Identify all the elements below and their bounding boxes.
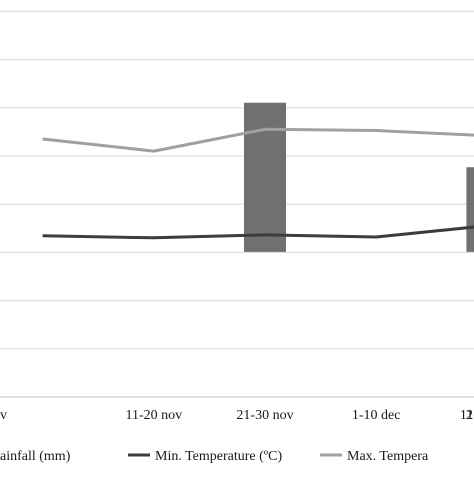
x-tick-labels: v 11-20 nov 21-30 nov 1-10 dec 11-20 dec2 [0,408,474,423]
max-temperature-line [42,127,474,153]
line-layer [42,127,474,240]
grid-layer [0,10,474,398]
rainfall-bar [244,102,286,252]
x-tick-label: 21-30 nov [236,408,293,423]
legend: ainfall (mm) Min. Temperature (ºC) Max. Te… [0,449,429,464]
x-tick-label: 11-20 dec [460,408,474,423]
bar-layer [244,102,474,252]
x-tick-label: 1-10 dec [352,408,401,423]
x-tick-label: v [0,408,7,423]
x-tick-label: 11-20 nov [125,408,182,423]
min-temperature-line [42,225,474,240]
legend-label: Max. Tempera [347,449,429,464]
x-tick-label: 2 [466,408,473,423]
legend-label: Min. Temperature (ºC) [155,449,282,464]
rainfall-bar [466,167,474,252]
legend-label: ainfall (mm) [0,449,71,464]
